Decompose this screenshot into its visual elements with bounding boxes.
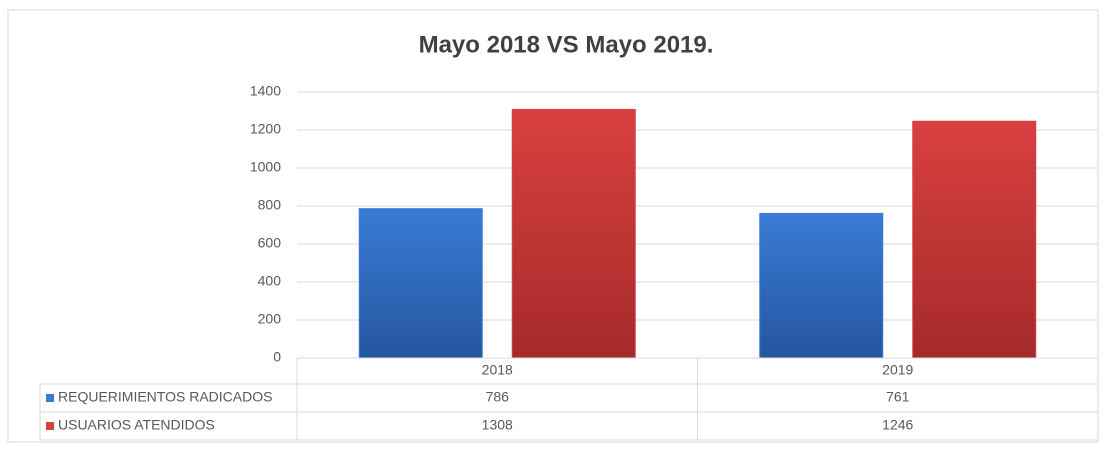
bar (759, 212, 884, 359)
y-tick-label: 1400 (250, 83, 281, 99)
x-tick-label: 2018 (482, 362, 513, 378)
bar (358, 208, 483, 359)
table-value: 786 (486, 389, 510, 405)
y-tick-label: 600 (258, 235, 282, 251)
y-tick-label: 1200 (250, 121, 281, 137)
y-tick-label: 200 (258, 311, 282, 327)
legend-label: USUARIOS ATENDIDOS (58, 417, 215, 433)
y-tick-label: 0 (273, 349, 281, 365)
bar (912, 120, 1037, 359)
y-tick-label: 400 (258, 273, 282, 289)
y-tick-label: 1000 (250, 159, 281, 175)
chart-title: Mayo 2018 VS Mayo 2019. (419, 31, 714, 58)
y-tick-label: 800 (258, 197, 282, 213)
legend-key (46, 394, 54, 402)
legend-key (46, 422, 54, 430)
bar (511, 108, 636, 359)
table-value: 1246 (882, 417, 913, 433)
x-tick-label: 2019 (882, 362, 913, 378)
table-value: 761 (886, 389, 910, 405)
table-value: 1308 (482, 417, 513, 433)
legend-label: REQUERIMIENTOS RADICADOS (58, 389, 272, 405)
